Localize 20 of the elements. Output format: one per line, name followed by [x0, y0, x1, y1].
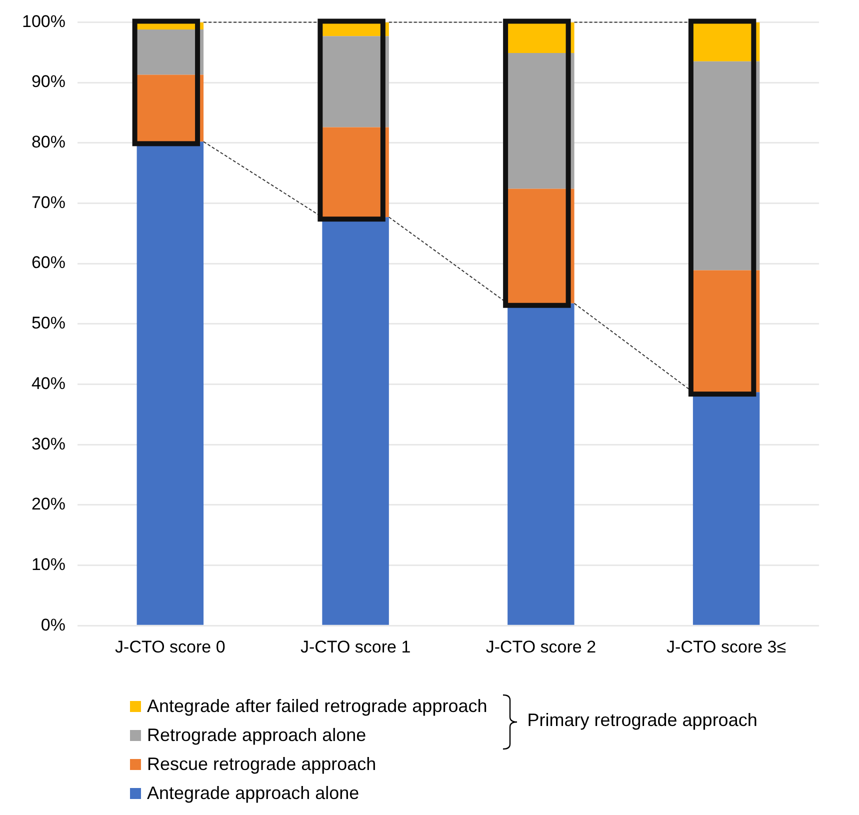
x-tick-label: J-CTO score 2 [486, 637, 596, 656]
y-tick-label: 70% [31, 192, 66, 212]
y-tick-label: 60% [31, 253, 66, 272]
legend-label: Rescue retrograde approach [147, 754, 376, 775]
y-tick-label: 90% [31, 72, 66, 92]
y-tick-label: 50% [31, 314, 66, 333]
y-tick-label: 20% [31, 494, 66, 514]
y-tick-label: 30% [31, 434, 66, 454]
x-tick-label: J-CTO score 1 [300, 637, 411, 656]
y-tick-label: 40% [31, 374, 66, 393]
text: Primary retrograde approach [527, 710, 758, 731]
legend-label: Antegrade after failed retrograde approach [147, 696, 488, 717]
y-tick-label: 100% [22, 12, 66, 31]
y-tick-label: 80% [31, 132, 66, 152]
legend-label: Antegrade approach alone [147, 783, 360, 804]
x-tick-label: J-CTO score 3≤ [666, 637, 786, 656]
x-tick-label: J-CTO score 0 [115, 637, 226, 656]
y-tick-label: 0% [40, 615, 66, 634]
y-tick-label: 10% [31, 554, 66, 574]
legend-label: Retrograde approach alone [147, 725, 366, 746]
